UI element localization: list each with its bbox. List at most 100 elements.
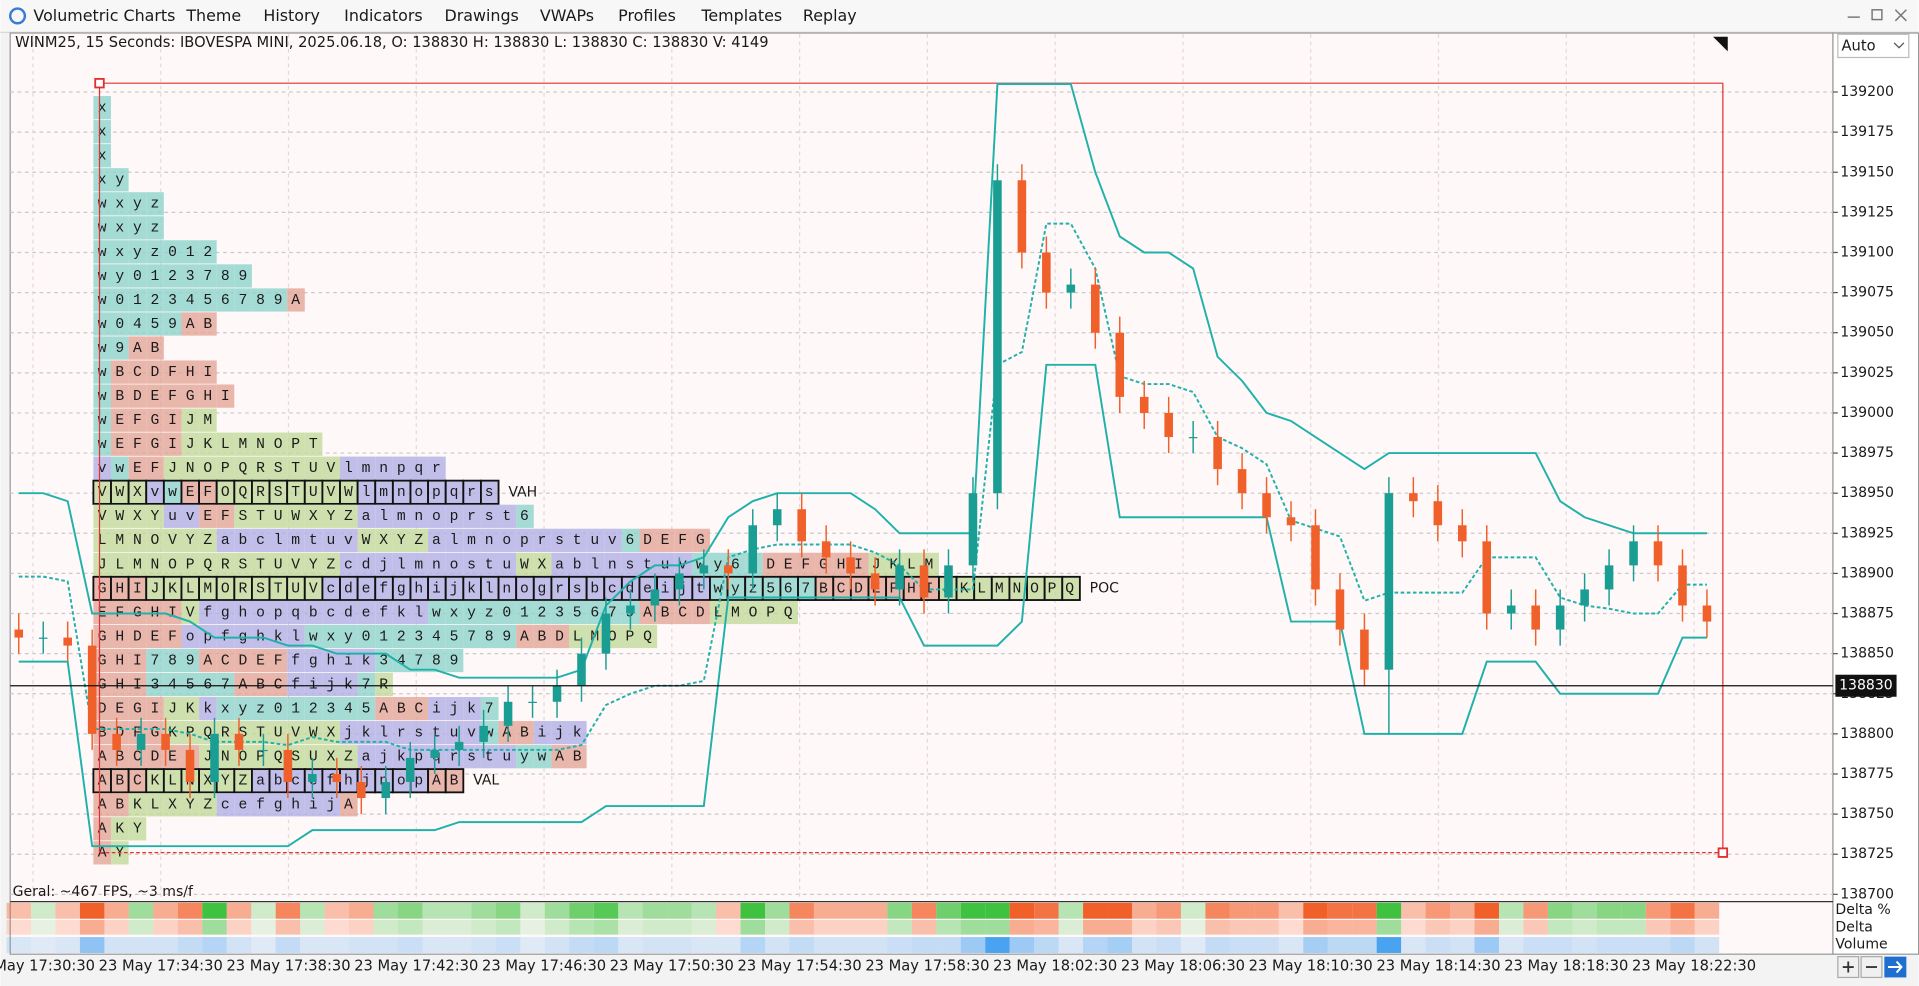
menu-item[interactable]: VWAPs (540, 6, 594, 25)
volume-cell (422, 937, 447, 953)
tpo-cell (128, 504, 147, 528)
delta-cell (1352, 919, 1377, 935)
candle-body (430, 749, 439, 758)
tpo-row: V W X v w E F O Q R S T U V W l m n o p … (98, 485, 494, 501)
tpo-cell (375, 552, 393, 577)
volume-cell (642, 937, 668, 953)
tpo-cell (410, 696, 429, 721)
tpo-cell (111, 192, 129, 216)
timeframe-value[interactable]: Auto (1842, 37, 1876, 54)
tpo-cell (181, 528, 200, 552)
tpo-cell (111, 696, 129, 721)
value-area-label: VAH (508, 484, 537, 500)
tpo-cell (111, 793, 129, 817)
delta-pct-cell (1278, 902, 1304, 919)
tpo-cell (428, 600, 446, 625)
delta-cell (422, 919, 447, 935)
volume-cell (1009, 937, 1035, 953)
tpo-cell (234, 600, 252, 625)
delta-cell (1645, 919, 1671, 935)
tpo-cell (93, 432, 112, 456)
tpo-cell (163, 408, 182, 432)
tpo-cell (357, 672, 376, 697)
range-handle[interactable] (94, 77, 105, 89)
tpo-cell (533, 624, 552, 649)
tpo-cell (199, 528, 217, 552)
candle-body (944, 565, 953, 598)
tpo-cell (251, 648, 270, 673)
tpo-cell (146, 504, 164, 528)
candle-body (1139, 396, 1149, 413)
tpo-cell (304, 456, 323, 480)
tpo-cell (146, 240, 164, 264)
delta-pct-cell (1376, 902, 1402, 919)
candle-body (1604, 565, 1614, 590)
delta-pct-cell (6, 902, 31, 919)
delta-pct-cell (1009, 902, 1035, 919)
candle-body (1286, 517, 1296, 526)
tpo-cell (428, 721, 446, 745)
tpo-cell (93, 192, 112, 216)
tpo-cell (181, 456, 200, 480)
tpo-cell (251, 432, 270, 456)
delta-cell (1523, 919, 1548, 935)
tpo-cell (357, 552, 376, 577)
tpo-cell (375, 600, 393, 625)
menu-item[interactable]: Templates (700, 6, 782, 25)
volume-cell (985, 937, 1010, 953)
tpo-cell (234, 696, 252, 721)
tpo-cell (93, 672, 112, 697)
tpo-row: w 0 4 5 9 A B (98, 317, 213, 333)
range-handle[interactable] (1717, 847, 1729, 858)
tpo-cell (128, 648, 147, 673)
menu-item[interactable]: Volumetric Charts (33, 6, 175, 25)
tpo-cell (111, 648, 129, 673)
tpo-cell (181, 793, 200, 817)
tpo-cell (128, 696, 147, 721)
tpo-row: x (98, 101, 107, 117)
tpo-cell (480, 528, 499, 552)
volume-cell (79, 937, 105, 953)
menu-item[interactable]: Drawings (444, 6, 518, 25)
tpo-cell (745, 600, 763, 625)
delta-cell (55, 919, 80, 935)
tpo-cell (146, 312, 164, 336)
menu-item[interactable]: History (263, 6, 320, 25)
tpo-cell (621, 624, 640, 649)
volume-cell (1083, 937, 1108, 953)
volume-cell (1131, 937, 1157, 953)
tpo-cell (251, 528, 270, 552)
tpo-cell (287, 288, 305, 312)
tpo-cell (428, 552, 446, 577)
candle-body (332, 773, 342, 783)
tpo-cell (216, 528, 235, 552)
tpo-cell (375, 672, 393, 697)
x-tick-label: 23 May 17:34:30 (99, 957, 223, 974)
menu-item[interactable]: Theme (185, 6, 241, 25)
volume-cell (1303, 937, 1328, 953)
volume-cell (1034, 937, 1059, 953)
volume-cell (1254, 937, 1279, 953)
tpo-cell (444, 768, 465, 794)
menu-item[interactable]: Profiles (618, 6, 676, 25)
delta-pct-cell (1180, 902, 1206, 919)
tpo-row: w E F G I J K L M N O P T (98, 437, 318, 453)
volume-cell (397, 937, 423, 953)
tpo-cell (111, 312, 129, 336)
tpo-cell (516, 504, 534, 528)
menu-item[interactable]: Indicators (344, 6, 423, 25)
tpo-cell (146, 456, 164, 480)
timeframe-select[interactable] (1837, 33, 1910, 59)
tpo-cell (657, 552, 675, 577)
y-tick-label: 139175 (1840, 124, 1894, 140)
tpo-row: w B D E F G H I (98, 389, 230, 405)
close-button[interactable] (1894, 9, 1907, 22)
value-area-label: POC (1090, 580, 1120, 596)
restore-button[interactable] (1871, 9, 1883, 21)
indicator-label: Delta (1835, 919, 1872, 935)
tpo-cell (234, 288, 252, 312)
tpo-cell (111, 817, 129, 841)
menu-item[interactable]: Replay (803, 6, 857, 25)
tpo-cell (463, 528, 481, 552)
tpo-cell (111, 456, 129, 480)
